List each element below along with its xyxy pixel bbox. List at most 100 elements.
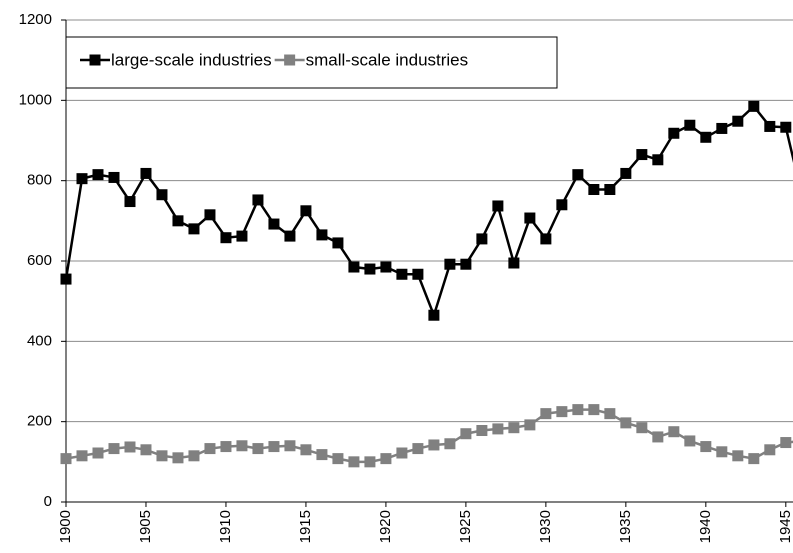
point-marker [604,184,616,196]
x-tick-label: 1945 [777,510,793,543]
point-marker [460,428,472,440]
legend-marker [284,54,296,66]
point-marker [556,199,568,211]
point-marker [140,444,152,456]
point-marker [412,443,424,455]
x-tick-label: 1925 [457,510,474,543]
point-marker [620,167,632,179]
point-marker [316,229,328,241]
y-tick-label: 1200 [19,11,52,28]
point-marker [76,173,88,185]
point-marker [204,209,216,221]
x-tick-label: 1900 [57,510,74,543]
point-marker [60,273,72,285]
point-marker [236,230,248,242]
plot [60,100,793,468]
y-tick-label: 1000 [19,91,52,108]
legend-box [65,36,558,89]
point-marker [188,450,200,462]
point-marker [460,258,472,270]
point-marker [348,261,360,273]
point-marker [204,443,216,455]
point-marker [300,444,312,456]
point-marker [92,169,104,181]
point-marker [572,169,584,181]
point-marker [172,452,184,464]
point-marker [156,189,168,201]
point-marker [620,417,632,429]
point-marker [284,230,296,242]
point-marker [188,223,200,235]
point-marker [540,233,552,245]
point-marker [396,447,408,459]
y-tick-label: 800 [27,172,52,189]
point-marker [492,200,504,212]
point-marker [252,443,264,455]
point-marker [764,120,776,132]
point-marker [780,121,792,133]
point-marker [428,309,440,321]
legend-label: large-scale industries [111,50,272,69]
point-marker [476,233,488,245]
point-marker [268,218,280,230]
point-marker [332,237,344,249]
point-marker [428,439,440,451]
point-marker [764,444,776,456]
x-tick-label: 1930 [537,510,554,543]
point-marker [524,212,536,224]
point-marker [412,268,424,280]
point-marker [76,450,88,462]
y-tick-label: 600 [27,252,52,269]
point-marker [748,100,760,112]
point-marker [588,184,600,196]
series-line [64,104,793,319]
point-marker [748,453,760,465]
point-marker [332,453,344,465]
legend-label: small-scale industries [306,50,469,69]
point-marker [652,154,664,166]
point-marker [236,440,248,452]
point-marker [668,127,680,139]
x-tick-label: 1910 [217,510,234,543]
point-marker [364,456,376,468]
point-marker [348,456,360,468]
point-marker [92,447,104,459]
point-marker [220,441,232,453]
point-marker [732,450,744,462]
point-marker [476,425,488,437]
point-marker [716,122,728,134]
point-marker [556,406,568,418]
x-tick-label: 1915 [297,510,314,543]
point-marker [364,263,376,275]
x-tick-label: 1920 [377,510,394,543]
x-tick-label: 1940 [697,510,714,543]
x-tick-label: 1905 [137,510,154,543]
point-marker [108,443,120,455]
point-marker [380,261,392,273]
y-tick-label: 0 [44,493,52,510]
point-marker [700,131,712,143]
point-marker [508,257,520,269]
point-marker [524,419,536,431]
point-marker [668,426,680,438]
point-marker [156,450,168,462]
point-marker [396,268,408,280]
y-tick-label: 400 [27,332,52,349]
point-marker [172,215,184,227]
legend-marker [89,54,101,66]
point-marker [732,115,744,127]
point-marker [652,431,664,443]
x-tick-label: 1935 [617,510,634,543]
point-marker [140,167,152,179]
point-marker [588,404,600,416]
point-marker [60,453,72,465]
point-marker [316,449,328,461]
point-marker [780,437,792,449]
point-marker [540,408,552,420]
point-marker [380,453,392,465]
point-marker [124,196,136,208]
point-marker [268,441,280,453]
point-marker [700,441,712,453]
